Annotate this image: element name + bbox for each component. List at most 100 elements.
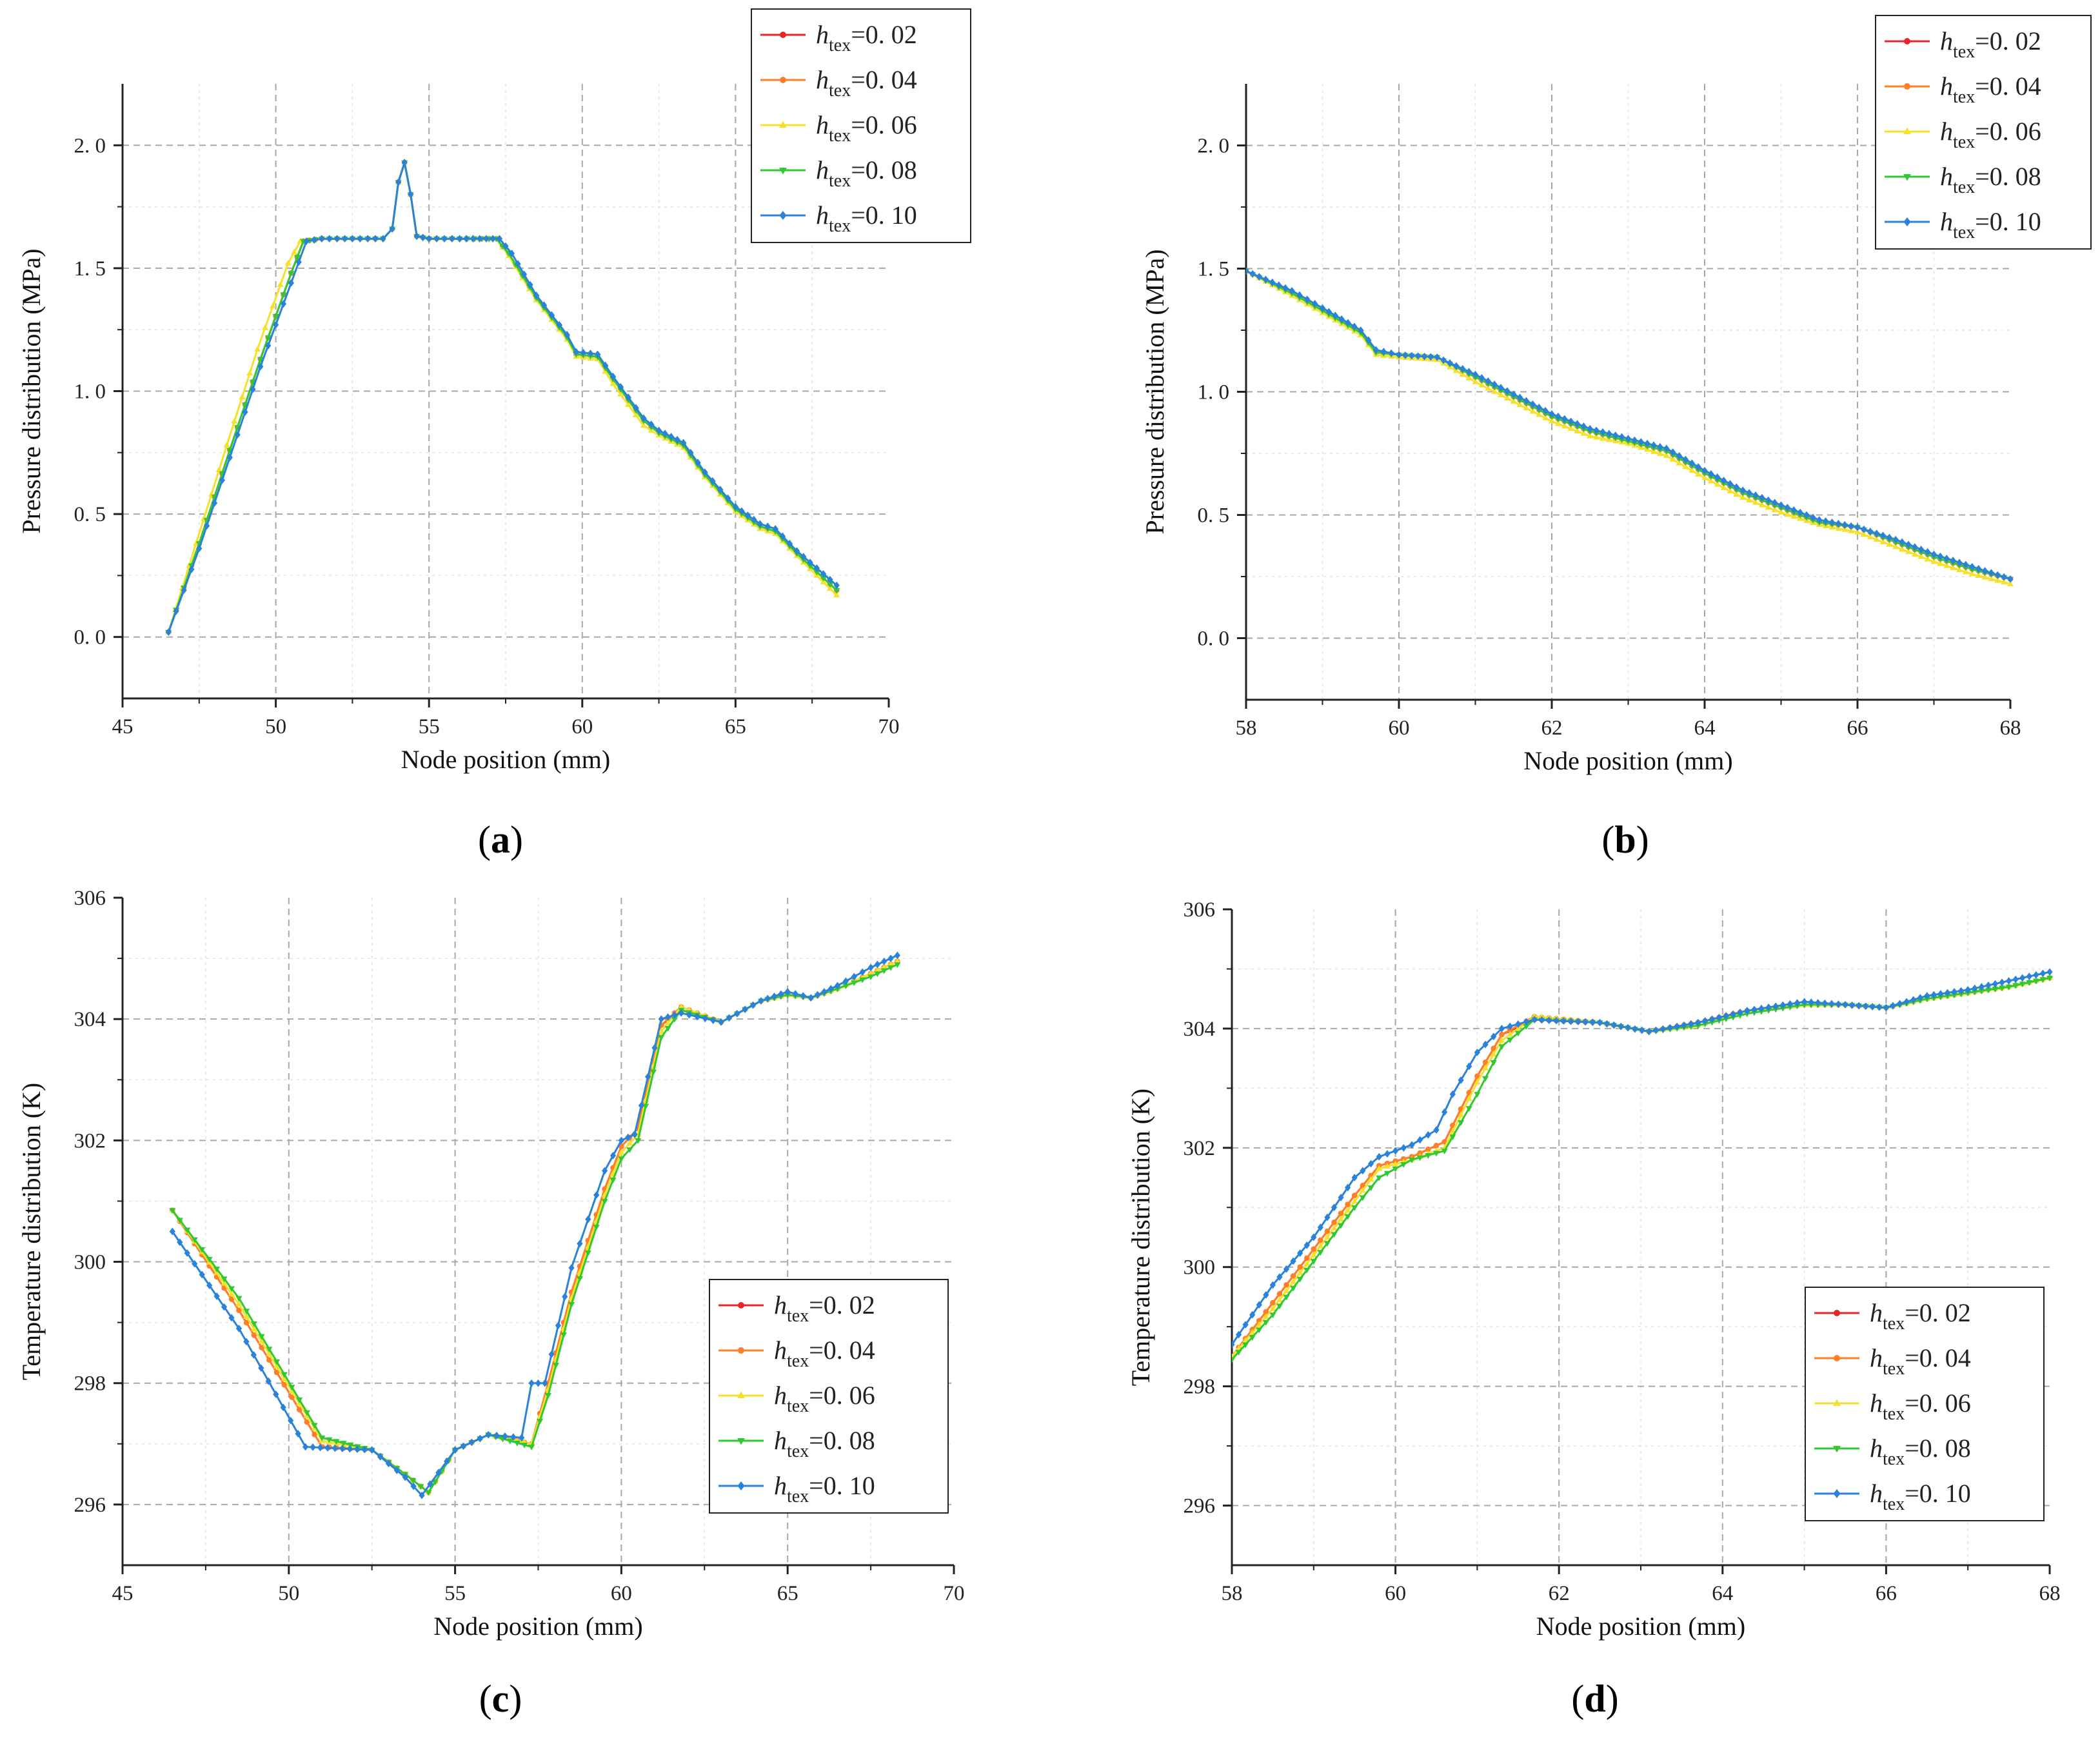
data-point [1723, 1012, 1729, 1020]
legend-symbol: h [1870, 1388, 1883, 1418]
data-point [1425, 1146, 1431, 1152]
data-point [1303, 1260, 1311, 1267]
data-point [631, 1131, 638, 1138]
data-point [1421, 352, 1428, 361]
data-point [354, 1445, 361, 1454]
legend-subscript: tex [1883, 1449, 1905, 1469]
data-point [258, 1334, 265, 1340]
data-point [813, 564, 820, 572]
data-point [1733, 491, 1740, 497]
data-point [1529, 400, 1536, 408]
data-point [228, 1286, 235, 1292]
data-point [664, 1019, 671, 1025]
data-point [1289, 287, 1295, 295]
data-point [1482, 1076, 1489, 1082]
data-point [556, 321, 562, 329]
data-point [228, 1314, 235, 1322]
data-point [1772, 1002, 1779, 1011]
data-point [867, 963, 874, 972]
data-point [1453, 362, 1460, 370]
data-point [435, 1468, 442, 1477]
data-point [239, 393, 246, 400]
data-point [1867, 528, 1874, 535]
legend-value: =0. 08 [851, 155, 917, 184]
data-point [1790, 506, 1797, 514]
data-point [1810, 513, 1816, 522]
data-point [319, 1436, 326, 1441]
data-point [1417, 1136, 1423, 1144]
data-point [206, 1257, 213, 1263]
data-point [520, 1443, 528, 1448]
legend-subscript: tex [1883, 1494, 1905, 1514]
data-point [1656, 450, 1663, 456]
data-point [476, 235, 483, 243]
data-point [410, 1482, 417, 1490]
data-point [1232, 1357, 1236, 1363]
x-tick-label: 66 [1847, 716, 1868, 740]
legend-swatch-marker [1833, 1446, 1841, 1453]
legend-subscript: tex [1883, 1314, 1905, 1334]
data-point [259, 1345, 264, 1350]
data-point [303, 237, 310, 245]
data-point [1402, 351, 1409, 359]
data-point [221, 1276, 228, 1283]
data-point [1730, 1010, 1736, 1018]
data-point [1331, 1232, 1338, 1238]
data-point [593, 1191, 600, 1199]
data-point [527, 281, 533, 289]
data-point [827, 575, 833, 584]
data-point [460, 1442, 467, 1450]
y-tick-label: 298 [1184, 1376, 1216, 1399]
y-tick-label: 1. 5 [1198, 258, 1230, 281]
data-point [1324, 1213, 1331, 1221]
data-point [1828, 1000, 1835, 1008]
data-point [311, 1423, 318, 1429]
data-point [347, 1442, 354, 1448]
series-group [165, 159, 840, 636]
data-point [718, 1018, 724, 1026]
data-point [1968, 570, 1976, 577]
legend-subscript: tex [1953, 177, 1975, 197]
data-point [2039, 977, 2046, 983]
data-point [297, 1407, 302, 1412]
data-point [1560, 1017, 1567, 1025]
data-point [1879, 531, 1887, 540]
data-point [1249, 270, 1256, 278]
legend-value: =0. 04 [809, 1336, 875, 1365]
data-point [1433, 1143, 1440, 1149]
panel-label-paren: ) [1636, 818, 1649, 861]
data-point [2019, 974, 2026, 982]
data-point [1331, 1225, 1338, 1230]
data-point [468, 1438, 475, 1447]
legend-subscript: tex [787, 1487, 809, 1507]
data-point [1351, 1205, 1358, 1211]
data-point [250, 1325, 257, 1332]
data-point [625, 1133, 631, 1141]
legend-subscript: tex [787, 1396, 809, 1416]
data-point [1482, 1040, 1489, 1049]
data-point [235, 1300, 243, 1307]
data-point [1808, 998, 1814, 1006]
legend-swatch-marker [779, 121, 787, 128]
data-point [1311, 1246, 1317, 1252]
data-point [364, 235, 371, 243]
x-tick-label: 64 [1694, 716, 1716, 740]
data-point [340, 1441, 347, 1447]
data-point [1536, 411, 1543, 417]
data-point [266, 1347, 273, 1353]
data-point [228, 1290, 235, 1296]
data-point [1998, 985, 2006, 992]
data-point [874, 967, 881, 973]
data-point [221, 1303, 228, 1311]
data-point [1474, 1049, 1481, 1056]
data-point [1784, 504, 1790, 511]
data-point [463, 235, 470, 243]
data-point [427, 1480, 433, 1488]
legend-swatch-marker [779, 168, 787, 175]
data-point [1523, 397, 1530, 405]
legend-value: =0. 10 [1905, 1479, 1971, 1508]
data-point [1290, 1273, 1296, 1279]
data-point [560, 1332, 568, 1338]
data-point [1458, 1076, 1464, 1084]
data-point [272, 321, 279, 329]
